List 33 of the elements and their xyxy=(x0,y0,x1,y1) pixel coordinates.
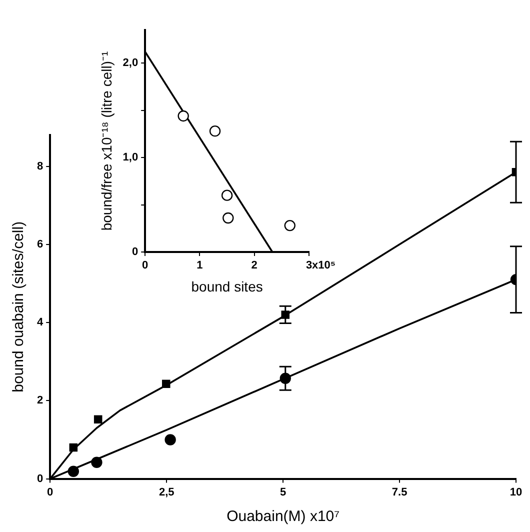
point xyxy=(162,380,170,388)
point xyxy=(94,415,102,424)
point xyxy=(221,190,233,201)
annotation: x10⁵ xyxy=(312,260,336,272)
y-tick-label: 6 xyxy=(36,238,44,250)
x-tick-label: 0 xyxy=(47,486,54,498)
y-tick-label: 4 xyxy=(36,316,44,329)
x-tick-label: 2 xyxy=(251,260,258,272)
point xyxy=(68,466,80,477)
x-tick-label: 0 xyxy=(142,260,148,272)
y-tick-label: 0 xyxy=(132,246,138,258)
x-axis-title: bound sites xyxy=(191,278,263,294)
y-tick-label: 8 xyxy=(36,160,44,172)
point xyxy=(222,212,234,224)
x-tick-label: 1 xyxy=(196,260,203,272)
point xyxy=(284,220,296,232)
x-tick-label: 5 xyxy=(280,486,286,498)
x-axis-title: Ouabain(M) x10⁷ xyxy=(226,508,340,526)
x-tick-label: 10 xyxy=(510,486,522,498)
y-tick-label: 2 xyxy=(36,394,44,407)
point xyxy=(178,110,189,122)
point xyxy=(69,443,78,452)
point xyxy=(164,434,176,446)
x-tick-label: 2,5 xyxy=(158,486,174,498)
y-tick-label: 0 xyxy=(36,472,44,485)
x-tick-label: 7.5 xyxy=(392,486,408,498)
point xyxy=(209,125,221,137)
y-axis-title: bound ouabain (sites/cell) xyxy=(10,221,28,392)
point xyxy=(91,456,102,468)
y-axis-title: bound/free x10⁻¹⁸ (litre cell)⁻¹ xyxy=(98,51,114,231)
y-tick-label: 2,0 xyxy=(122,57,138,70)
y-tick-label: 1,0 xyxy=(122,152,138,164)
x-tick-label: 3 xyxy=(306,260,312,272)
